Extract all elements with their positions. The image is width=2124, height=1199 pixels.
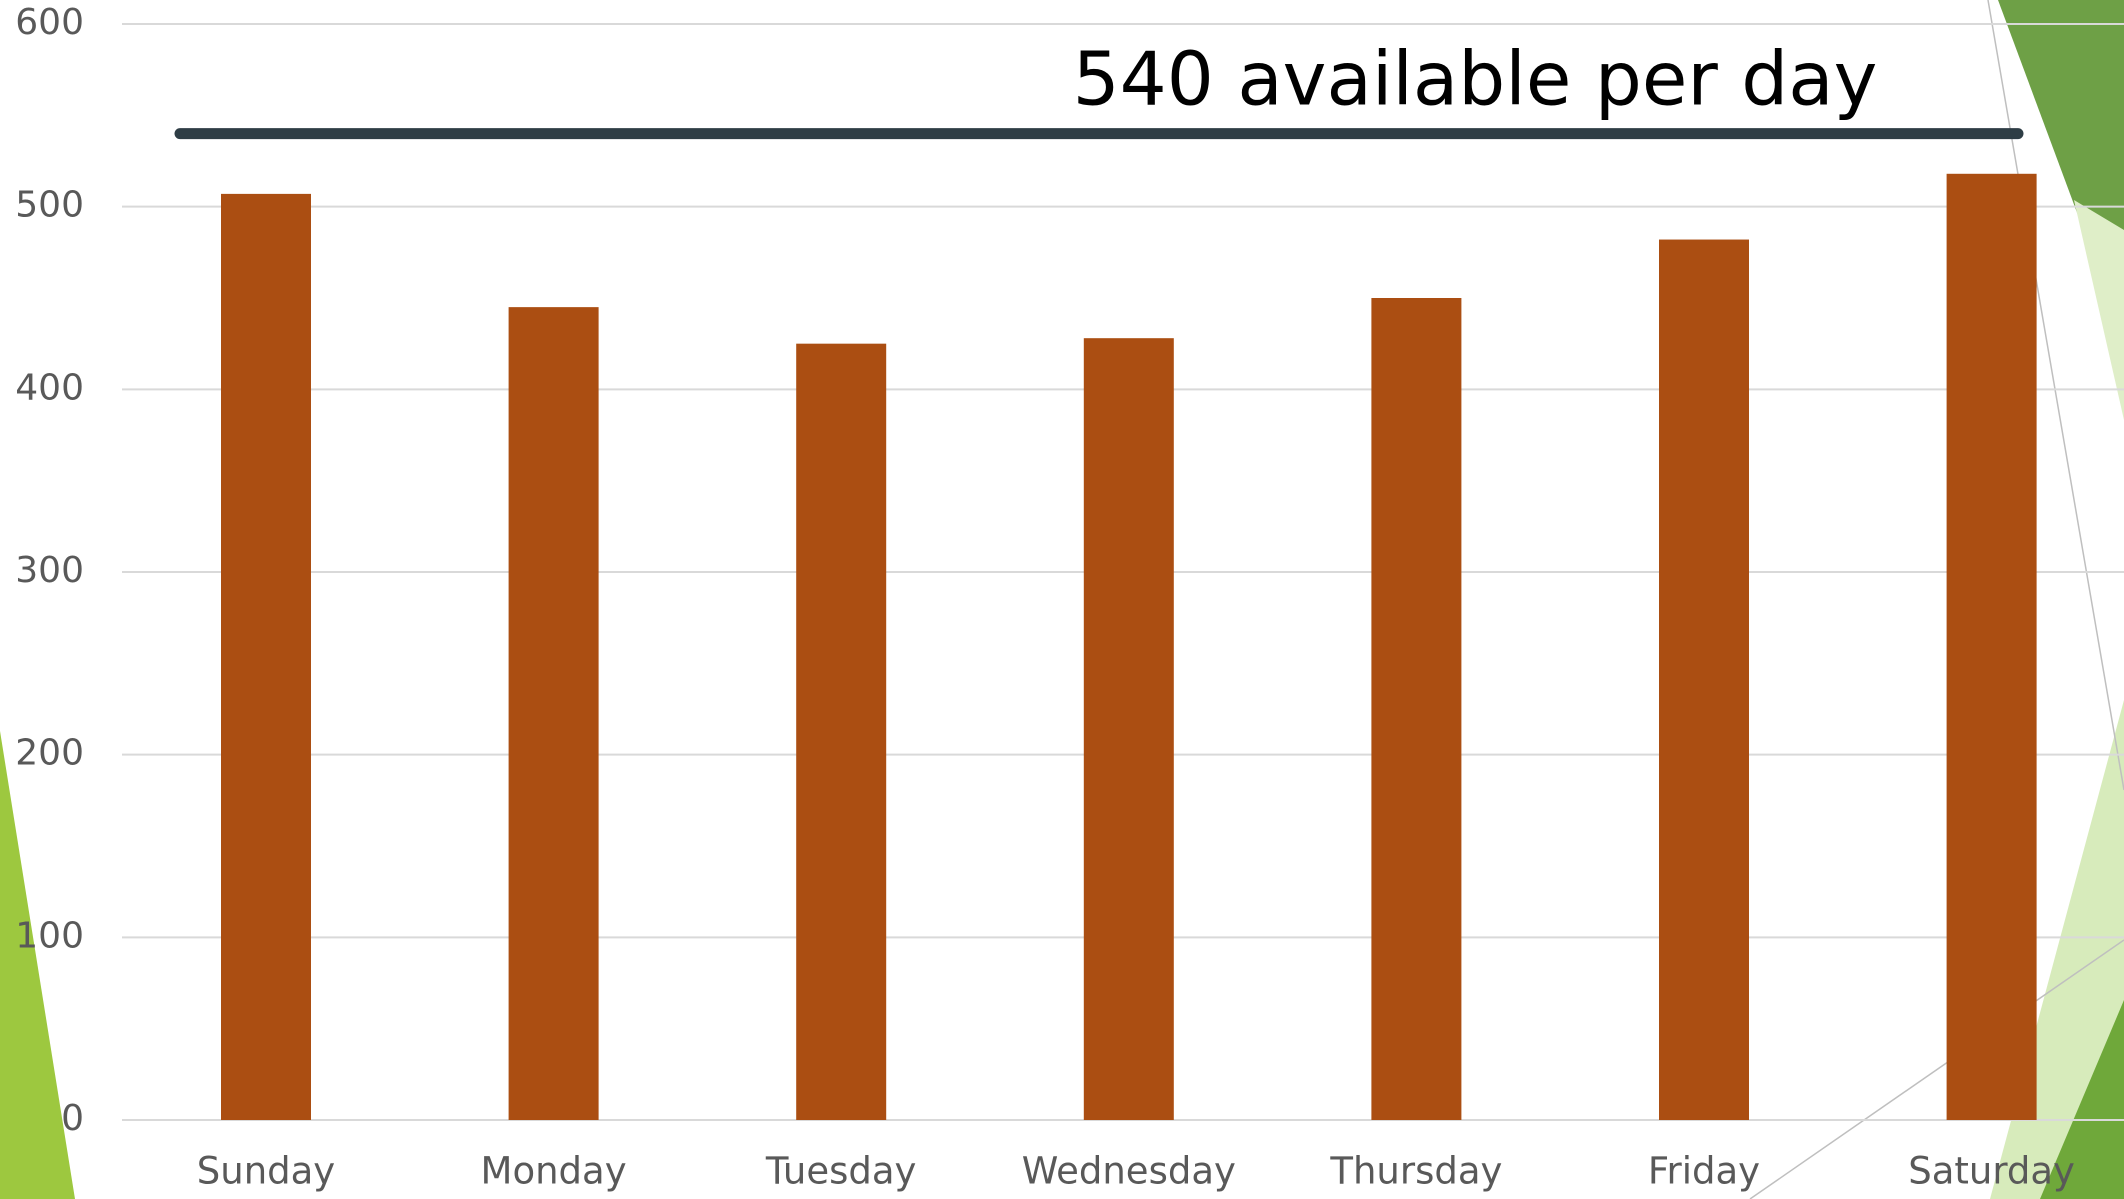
y-tick-label: 600 bbox=[15, 2, 84, 43]
y-tick-label: 300 bbox=[15, 550, 84, 591]
annotation: 540 available per day bbox=[1073, 37, 1878, 123]
bar bbox=[221, 193, 311, 1120]
x-tick-label: Friday bbox=[1648, 1150, 1760, 1193]
y-tick-label: 500 bbox=[15, 185, 84, 226]
bar bbox=[508, 307, 599, 1121]
y-tick-label: 0 bbox=[61, 1098, 84, 1139]
bar bbox=[796, 343, 887, 1121]
decoration bbox=[2074, 200, 2124, 420]
x-tick-label: Sunday bbox=[197, 1150, 335, 1193]
x-tick-label: Tuesday bbox=[765, 1150, 917, 1193]
bar bbox=[1083, 338, 1174, 1121]
y-tick-label: 400 bbox=[15, 367, 84, 408]
y-tick-label: 200 bbox=[15, 733, 84, 774]
decoration bbox=[1749, 939, 2124, 1199]
bar bbox=[1659, 239, 1749, 1121]
bar bbox=[1371, 298, 1462, 1120]
decoration bbox=[0, 731, 75, 1199]
x-tick-label: Monday bbox=[481, 1150, 627, 1193]
bar bbox=[1946, 173, 2037, 1120]
x-tick-label: Saturday bbox=[1908, 1150, 2075, 1193]
decoration bbox=[2040, 1000, 2124, 1199]
x-tick-label: Thursday bbox=[1329, 1150, 1502, 1193]
x-tick-label: Wednesday bbox=[1022, 1150, 1236, 1193]
y-tick-label: 100 bbox=[15, 915, 84, 956]
